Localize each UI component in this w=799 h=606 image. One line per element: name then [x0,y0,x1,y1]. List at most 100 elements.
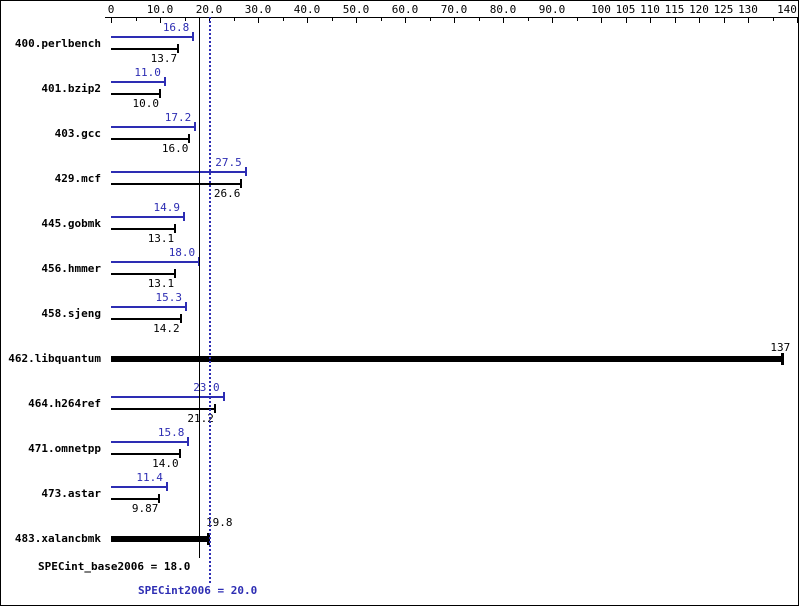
benchmark-label: 456.hmmer [41,262,101,275]
axis-tick-label: 10.0 [146,3,174,16]
single-bar-end-cap [781,353,785,365]
axis-tick-label: 50.0 [342,3,370,16]
peak-value-label: 15.8 [157,426,185,439]
axis-tick-label: 115 [664,3,685,16]
peak-value-label: 18.0 [168,246,196,259]
base-bar [111,408,215,410]
benchmark-label: 483.xalancbmk [14,532,101,545]
base-value-label: 9.87 [131,502,159,515]
axis-tick [552,17,553,23]
axis-minor-tick [576,17,578,21]
axis-tick-label: 60.0 [391,3,419,16]
base-value-label: 14.0 [152,457,179,470]
axis-tick-label: 90.0 [538,3,566,16]
peak-bar-end-cap [222,392,225,401]
base-bar-end-cap [158,494,161,503]
peak-bar-end-cap [165,482,168,491]
base-value-label: 13.1 [147,277,175,290]
peak-bar [111,261,200,263]
base-value-label: 13.1 [147,232,175,245]
x-axis-line [105,17,798,18]
benchmark-label: 401.bzip2 [41,82,101,95]
base-bar-end-cap [188,134,191,143]
peak-bar-end-cap [244,167,247,176]
peak-bar [111,81,165,83]
axis-tick-label: 30.0 [244,3,272,16]
base-bar [111,93,160,95]
benchmark-label: 473.astar [41,487,101,500]
benchmark-label: 464.h264ref [28,397,101,410]
peak-value-label: 17.2 [164,111,192,124]
peak-value-label: 16.8 [162,21,190,34]
peak-value-label: 27.5 [215,156,242,169]
base-value-label: 10.0 [132,97,160,110]
benchmark-label: 400.perlbench [14,37,101,50]
peak-value-label: 14.9 [153,201,181,214]
axis-tick [625,17,627,23]
peak-value-label: 11.4 [136,471,163,484]
single-bar [111,536,209,542]
benchmark-label: 429.mcf [54,172,101,185]
peak-bar [111,396,224,398]
axis-tick [454,17,455,23]
axis-tick-label: 20.0 [195,3,223,16]
peak-mean-line [209,17,211,583]
axis-tick-label: 140 [777,3,797,16]
peak-bar [111,306,186,308]
axis-tick [503,17,504,23]
base-bar-end-cap [179,314,182,323]
axis-tick-label: 80.0 [489,3,517,16]
base-mean-line [199,17,200,558]
axis-tick-label: 40.0 [293,3,321,16]
axis-tick-label: 130 [738,3,758,16]
axis-minor-tick [429,17,431,21]
peak-bar [111,216,184,218]
axis-minor-tick [184,17,186,21]
base-bar [111,183,242,185]
axis-minor-tick [282,17,284,21]
base-value-label: 16.0 [161,142,189,155]
axis-tick [356,17,357,23]
axis-tick [258,17,259,23]
axis-tick [405,17,406,23]
axis-minor-tick [331,17,333,21]
benchmark-label: 458.sjeng [41,307,101,320]
base-bar-end-cap [178,449,181,458]
axis-tick [650,17,651,23]
base-value-label: 14.2 [153,322,180,335]
axis-minor-tick [135,17,137,21]
base-bar-end-cap [159,89,161,98]
axis-tick [601,17,602,23]
axis-minor-tick [772,17,774,21]
base-bar [111,453,180,455]
axis-tick [111,17,112,23]
peak-bar-end-cap [163,77,166,86]
single-bar [111,356,783,362]
axis-tick [748,17,749,23]
base-bar-end-cap [240,179,243,188]
peak-bar [111,486,167,488]
base-bar [111,228,176,230]
peak-bar-end-cap [184,302,187,311]
axis-minor-tick [380,17,382,21]
base-value-label: 26.6 [213,187,241,200]
axis-tick-label: 0 [107,3,115,16]
benchmark-label: 403.gcc [54,127,101,140]
benchmark-label: 471.omnetpp [28,442,101,455]
benchmark-label: 462.libquantum [8,352,101,365]
peak-value-label: 11.0 [134,66,161,79]
peak-bar [111,171,246,173]
axis-tick-label: 125 [713,3,734,16]
peak-mean-label: SPECint2006 = 20.0 [138,584,258,597]
base-bar-end-cap [174,269,177,278]
base-bar-end-cap [174,224,177,233]
axis-tick-label: 100 [591,3,611,16]
single-value-label: 137 [770,341,791,354]
base-bar [111,138,190,140]
axis-tick [797,17,798,23]
base-bar [111,498,160,500]
base-value-label: 21.2 [187,412,214,425]
base-value-label: 13.7 [150,52,178,65]
base-mean-label: SPECint_base2006 = 18.0 [38,560,191,573]
